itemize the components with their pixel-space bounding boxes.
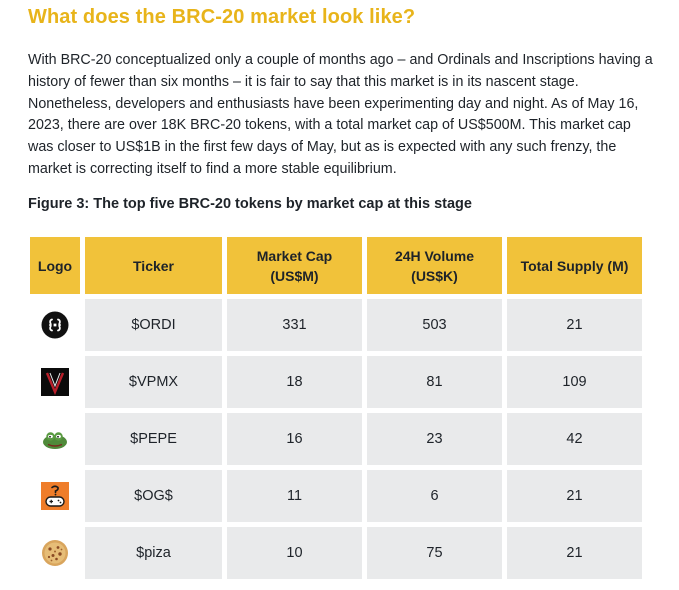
header-ticker: Ticker (85, 237, 222, 294)
table-row-logo-cell (30, 527, 80, 579)
figure-caption: Figure 3: The top five BRC-20 tokens by … (28, 196, 472, 212)
table-row-volume: 75 (367, 527, 502, 579)
table-row-market-cap: 11 (227, 470, 362, 522)
header-market-cap-line2: (US$M) (270, 267, 319, 284)
header-volume-line2: (US$K) (411, 267, 458, 284)
table-row-logo-cell (30, 299, 80, 351)
vpmx-logo-icon (41, 368, 69, 396)
table-row-volume: 6 (367, 470, 502, 522)
brc20-token-table: Logo Ticker Market Cap (US$M) 24H Volume… (30, 237, 642, 579)
piza-logo-icon (42, 540, 68, 566)
table-row-logo-cell (30, 413, 80, 465)
header-total-supply: Total Supply (M) (507, 237, 642, 294)
table-row-market-cap: 10 (227, 527, 362, 579)
table-row-supply: 21 (507, 527, 642, 579)
table-row-volume: 23 (367, 413, 502, 465)
table-row-supply: 42 (507, 413, 642, 465)
header-market-cap-line1: Market Cap (256, 247, 333, 264)
table-row-ticker: $PEPE (85, 413, 222, 465)
table-row-ticker: $ORDI (85, 299, 222, 351)
table-row-supply: 21 (507, 470, 642, 522)
table-row-market-cap: 18 (227, 356, 362, 408)
ordi-logo-icon (41, 311, 69, 339)
table-row-volume: 81 (367, 356, 502, 408)
table-row-ticker: $OG$ (85, 470, 222, 522)
table-row-ticker: $piza (85, 527, 222, 579)
pepe-logo-icon (43, 432, 67, 449)
table-row-supply: 21 (507, 299, 642, 351)
table-row-logo-cell (30, 470, 80, 522)
table-row-volume: 503 (367, 299, 502, 351)
header-market-cap: Market Cap (US$M) (227, 237, 362, 294)
table-row-market-cap: 331 (227, 299, 362, 351)
section-heading: What does the BRC-20 market look like? (28, 6, 416, 28)
header-volume: 24H Volume (US$K) (367, 237, 502, 294)
table-row-logo-cell (30, 356, 80, 408)
intro-paragraph: With BRC-20 conceptualized only a couple… (28, 52, 653, 177)
header-volume-line1: 24H Volume (394, 247, 475, 264)
og-logo-icon (41, 482, 69, 510)
table-row-ticker: $VPMX (85, 356, 222, 408)
table-row-market-cap: 16 (227, 413, 362, 465)
header-logo: Logo (30, 237, 80, 294)
table-row-supply: 109 (507, 356, 642, 408)
